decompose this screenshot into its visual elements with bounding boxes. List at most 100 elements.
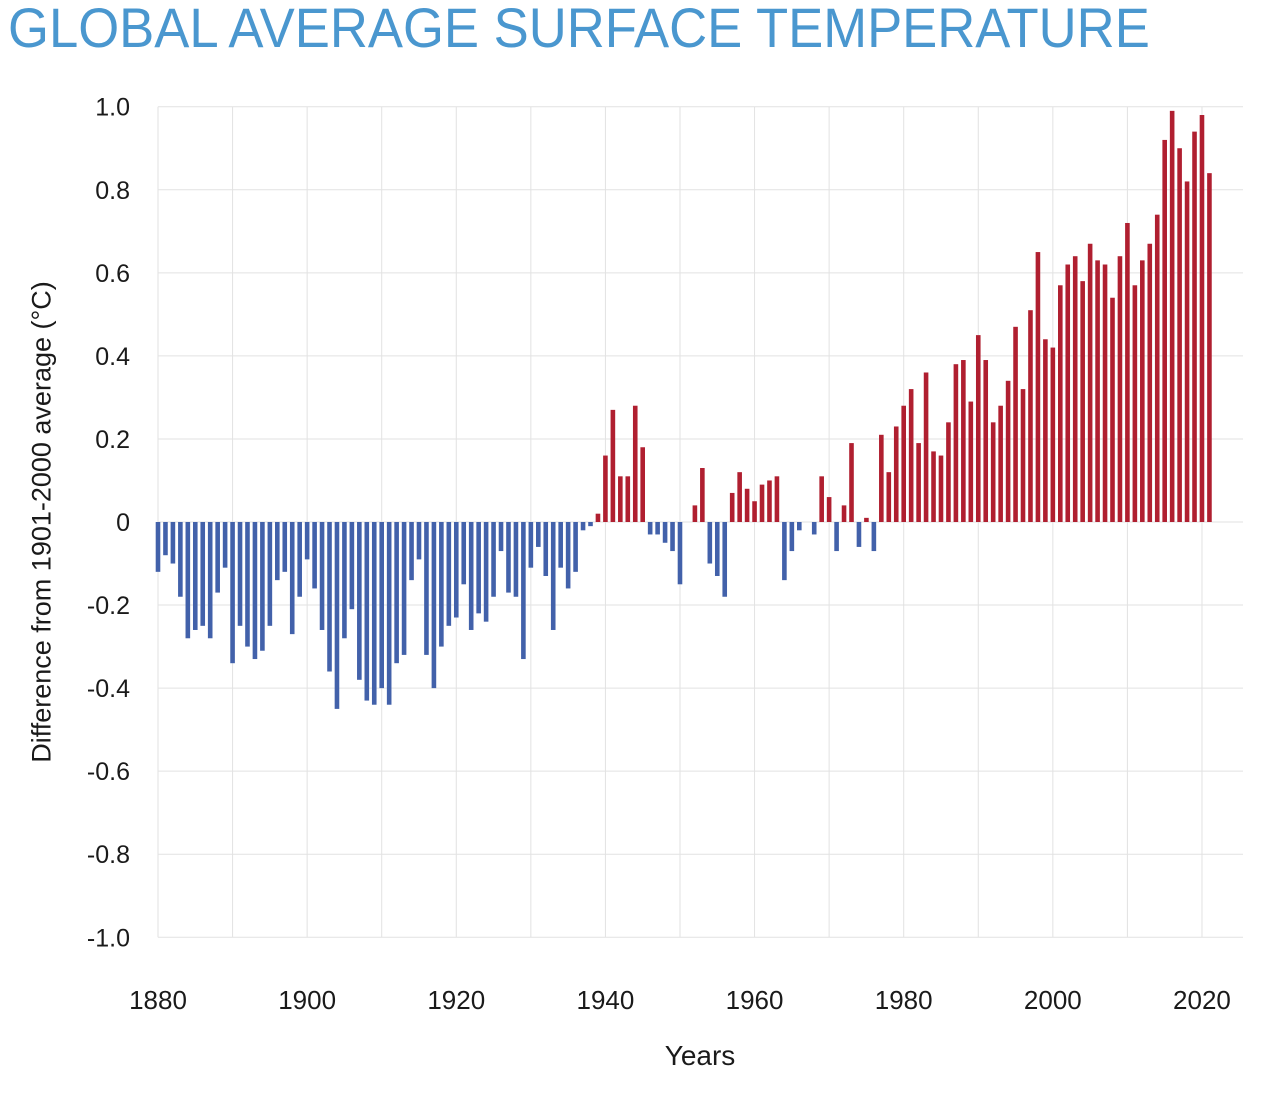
bar-1891 [237,522,243,626]
x-tick-label: 1960 [726,985,784,1015]
bar-1975 [864,517,869,522]
bar-1883 [178,522,183,597]
bar-1948 [662,522,668,543]
bar-1936 [573,522,578,572]
bar-2008 [1110,297,1115,522]
bar-1909 [371,522,377,705]
bar-1980 [901,405,906,522]
bar-1895 [267,522,273,626]
x-tick-label: 1880 [129,985,187,1015]
bar-1949 [670,522,675,552]
bar-1995 [1013,326,1018,522]
bar-1977 [879,434,884,522]
bar-1988 [961,360,966,522]
bar-2010 [1125,222,1130,523]
y-tick-label: 0.6 [95,260,130,288]
bar-1919 [446,522,452,626]
bar-1889 [222,522,228,568]
y-tick-label: 1.0 [95,94,130,122]
bar-1979 [893,426,899,522]
bar-1994 [1005,380,1011,522]
bar-1970 [826,497,832,522]
bar-1987 [953,364,959,522]
bar-1933 [550,522,556,630]
bar-1881 [163,522,168,556]
y-tick-label: -0.8 [87,841,130,869]
bar-1982 [916,443,921,522]
bar-1912 [394,522,399,664]
y-tick-label: -0.6 [87,758,130,786]
bar-1886 [200,522,206,626]
bar-1905 [342,522,347,639]
bar-1989 [968,401,974,522]
bar-2021 [1207,173,1212,522]
bar-1893 [252,522,258,660]
bar-1884 [185,522,191,639]
bar-2000 [1050,347,1056,522]
bar-1916 [424,522,429,655]
bar-1917 [431,522,437,689]
bar-2006 [1095,260,1100,522]
bar-1945 [640,447,645,522]
y-tick-label: 0 [116,509,130,537]
bar-2019 [1192,131,1197,522]
bar-1944 [632,405,638,522]
bar-1906 [349,522,355,610]
chart-title: GLOBAL AVERAGE SURFACE TEMPERATURE [8,0,1150,59]
bar-2020 [1199,115,1205,522]
x-tick-label: 1940 [576,985,634,1015]
bar-1957 [729,492,735,522]
bar-1926 [498,522,504,552]
bar-1922 [468,522,474,630]
bar-1946 [647,522,653,535]
bar-2017 [1177,148,1182,523]
bar-1937 [580,522,586,531]
bar-2016 [1169,110,1175,522]
bar-1958 [737,472,742,522]
bar-1997 [1028,310,1033,522]
bar-1904 [334,522,340,709]
y-tick-label: 0.4 [95,343,130,371]
bar-2011 [1132,285,1138,522]
bar-1911 [386,522,392,705]
bar-1941 [610,409,616,522]
bar-1962 [767,480,772,522]
bar-1896 [275,522,280,581]
bar-1890 [230,522,235,664]
bar-1880 [155,522,161,572]
bar-1882 [170,522,176,564]
bar-1996 [1020,389,1026,522]
y-axis-title: Difference from 1901-2000 average (°C) [26,281,57,763]
bar-1993 [998,405,1003,522]
bar-1935 [565,522,571,589]
bar-1938 [588,522,593,527]
bar-2002 [1065,264,1071,522]
bar-1954 [707,522,713,564]
bar-1978 [886,472,892,522]
bar-1952 [692,505,698,522]
bar-1999 [1043,339,1048,522]
bar-1985 [938,455,944,522]
bar-1924 [483,522,489,622]
y-tick-label: -0.2 [87,592,130,620]
bar-1991 [983,360,989,522]
y-tick-label: 0.2 [95,426,130,454]
bar-1903 [327,522,332,672]
bar-1943 [625,476,631,522]
bar-1897 [282,522,288,572]
y-tick-label: 0.8 [95,177,130,205]
bar-1959 [744,488,750,522]
bar-1968 [811,522,817,535]
bar-1910 [379,522,385,689]
bar-1953 [700,468,705,522]
bar-1956 [722,522,728,597]
x-tick-label: 1900 [278,985,336,1015]
bar-1913 [401,522,407,655]
bar-2001 [1058,285,1063,522]
bar-2015 [1162,139,1167,523]
bar-1984 [931,451,936,522]
bar-1931 [536,522,541,547]
x-tick-label: 2000 [1024,985,1082,1015]
